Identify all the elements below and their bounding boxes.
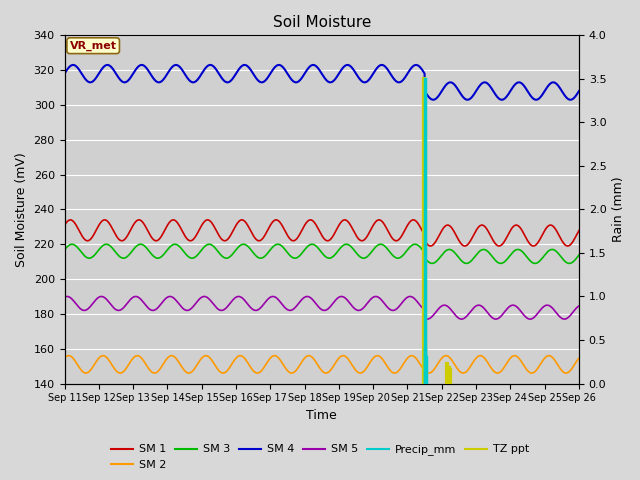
Legend: SM 1, SM 2, SM 3, SM 4, SM 5, Precip_mm, TZ ppt: SM 1, SM 2, SM 3, SM 4, SM 5, Precip_mm,… [107,440,533,474]
X-axis label: Time: Time [307,409,337,422]
Title: Soil Moisture: Soil Moisture [273,15,371,30]
Text: VR_met: VR_met [70,40,116,51]
Y-axis label: Soil Moisture (mV): Soil Moisture (mV) [15,152,28,267]
Y-axis label: Rain (mm): Rain (mm) [612,177,625,242]
